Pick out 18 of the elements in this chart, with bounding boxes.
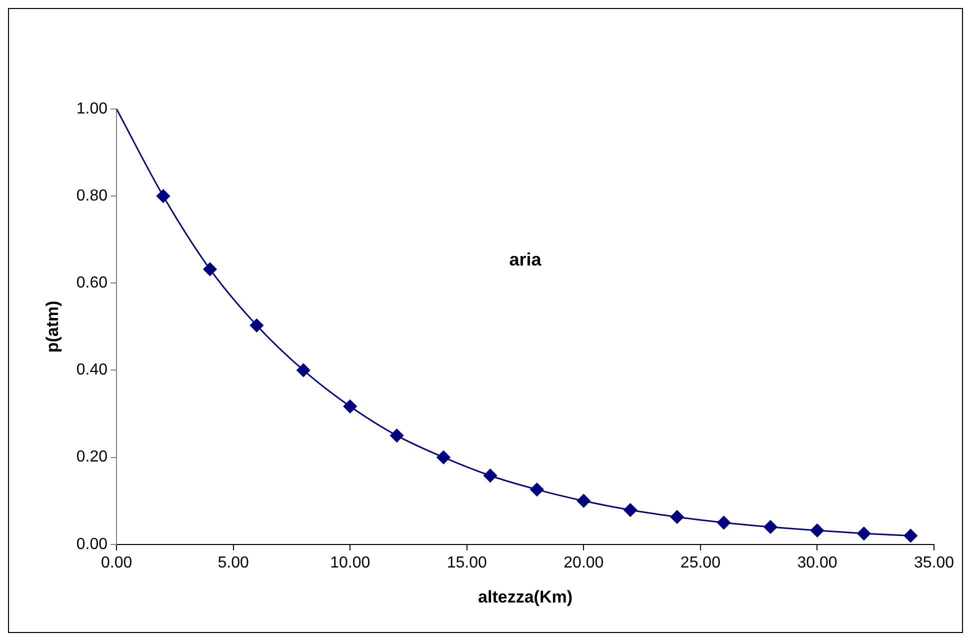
y-tick-label: 0.40 [76,362,108,379]
y-tick-label: 0.00 [76,536,108,553]
y-tick-label: 0.60 [76,274,108,292]
y-axis-title: p(atm) [42,300,62,353]
x-axis-title: altezza(Km) [478,587,573,606]
point [904,528,918,542]
x-tick-label: 10.00 [330,554,370,572]
annotation: aria [509,250,542,270]
x-tick-label: 5.00 [218,554,249,572]
x-tick-label: 0.00 [100,554,132,572]
y-tick-label: 0.20 [76,448,108,466]
x-tick-label: 20.00 [564,554,604,572]
x-tick-label: 30.00 [797,554,838,572]
y-tick-label: 1.00 [76,100,108,118]
y-tick-label: 0.80 [76,187,108,204]
x-tick-label: 35.00 [914,554,954,572]
x-tick-label: 25.00 [680,554,721,572]
x-tick-label: 15.00 [446,554,487,572]
